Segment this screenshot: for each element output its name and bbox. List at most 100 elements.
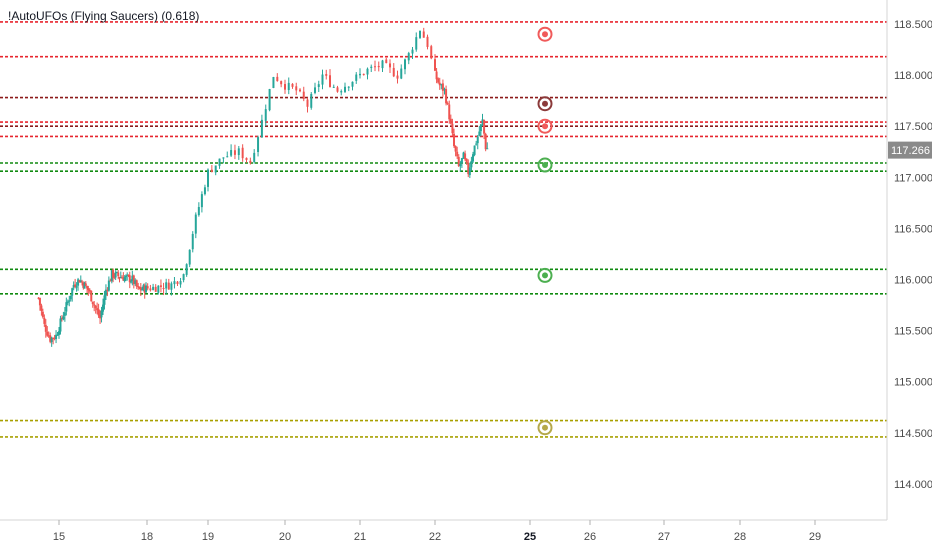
candle-body bbox=[419, 31, 421, 38]
candle-body bbox=[86, 285, 89, 289]
candle-body bbox=[114, 272, 117, 278]
candle-body bbox=[74, 284, 77, 287]
y-tick-label: 114.500 bbox=[894, 428, 932, 440]
y-tick-label: 118.500 bbox=[894, 19, 932, 31]
candle-body bbox=[207, 169, 209, 187]
candle-body bbox=[96, 308, 99, 311]
candle-body bbox=[149, 288, 152, 291]
current-price-tag-box bbox=[888, 141, 932, 159]
ufo-core-green-4 bbox=[542, 272, 548, 279]
candle-body bbox=[325, 74, 328, 76]
candle-body bbox=[41, 311, 44, 318]
candle-body bbox=[132, 275, 135, 285]
candle-body bbox=[75, 286, 78, 288]
candle-body bbox=[484, 133, 487, 150]
y-tick-label: 115.500 bbox=[894, 326, 932, 338]
candle-body bbox=[167, 282, 170, 290]
candle-body bbox=[435, 71, 438, 80]
candle-body bbox=[38, 297, 41, 306]
candle-body bbox=[115, 272, 118, 274]
candle-body bbox=[264, 109, 267, 121]
candle-body bbox=[37, 297, 40, 299]
candle-body bbox=[449, 118, 452, 124]
candle-body bbox=[123, 277, 126, 282]
candle-body bbox=[230, 150, 233, 156]
candle-body bbox=[329, 75, 331, 87]
candle-body bbox=[291, 83, 294, 87]
candle-body bbox=[456, 151, 459, 157]
candle-body bbox=[110, 270, 113, 281]
x-tick-label: 20 bbox=[279, 531, 291, 543]
candle-body bbox=[460, 158, 463, 163]
candle-body bbox=[60, 317, 63, 319]
candle-body bbox=[359, 73, 361, 76]
candle-body bbox=[71, 288, 74, 296]
candle-body bbox=[162, 287, 165, 289]
candle-body bbox=[117, 272, 120, 277]
candle-body bbox=[43, 317, 46, 324]
ufo-marker-green-3 bbox=[537, 157, 553, 173]
candle-body bbox=[464, 153, 467, 160]
candle-body bbox=[268, 89, 271, 111]
levels-layer bbox=[0, 21, 887, 438]
candle-body bbox=[451, 123, 454, 134]
candle-body bbox=[396, 75, 399, 79]
candle-body bbox=[145, 285, 148, 293]
candle-body bbox=[475, 143, 478, 145]
ufo-layer bbox=[537, 26, 553, 436]
candle-body bbox=[332, 86, 335, 88]
candle-body bbox=[69, 295, 72, 300]
candle-body bbox=[134, 280, 137, 284]
y-tick-label: 117.500 bbox=[894, 121, 932, 133]
candle-body bbox=[50, 337, 53, 343]
candle-body bbox=[462, 152, 465, 159]
candle-body bbox=[146, 286, 149, 289]
candle-body bbox=[422, 31, 425, 38]
candle-body bbox=[58, 331, 60, 335]
candle-body bbox=[118, 277, 121, 279]
candle-body bbox=[276, 76, 279, 82]
candle-body bbox=[445, 89, 448, 104]
candle-body bbox=[126, 274, 129, 276]
candle-body bbox=[426, 36, 429, 47]
x-tick-label: 27 bbox=[658, 531, 670, 543]
x-tick-label: 21 bbox=[354, 531, 366, 543]
ufo-marker-green-4 bbox=[537, 267, 553, 283]
candle-body bbox=[93, 304, 96, 306]
ufo-core-red-2 bbox=[542, 123, 548, 130]
candle-body bbox=[165, 282, 168, 289]
candle-body bbox=[362, 73, 365, 75]
candle-body bbox=[203, 187, 206, 195]
y-tick-label: 115.000 bbox=[894, 377, 932, 389]
candle-body bbox=[68, 300, 71, 302]
candle-body bbox=[214, 165, 217, 173]
candle-body bbox=[88, 289, 91, 292]
candle-body bbox=[233, 150, 236, 155]
candle-body bbox=[381, 60, 384, 69]
candle-body bbox=[253, 152, 256, 163]
candle-body bbox=[321, 74, 324, 85]
candle-body bbox=[46, 331, 49, 336]
candle-body bbox=[122, 277, 125, 281]
candle-body bbox=[152, 286, 155, 290]
candle-body bbox=[79, 280, 82, 282]
candle-body bbox=[194, 214, 197, 234]
x-tick-label: 29 bbox=[809, 531, 821, 543]
ufo-core-olive-5 bbox=[542, 424, 548, 431]
candle-body bbox=[77, 279, 80, 286]
candle-body bbox=[91, 301, 94, 305]
ufo-core-dark-red-1 bbox=[542, 100, 548, 107]
candle-body bbox=[176, 281, 179, 284]
candle-body bbox=[260, 119, 263, 138]
candle-body bbox=[446, 103, 449, 105]
candle-body bbox=[121, 277, 124, 279]
candle-body bbox=[170, 283, 173, 290]
indicator-title: !AutoUFOs (Flying Saucers) (0.618) bbox=[8, 9, 200, 23]
x-tick-label: 19 bbox=[202, 531, 214, 543]
ufo-core-red-0 bbox=[542, 31, 548, 38]
candle-body bbox=[351, 81, 354, 87]
candle-body bbox=[53, 337, 56, 339]
candle-body bbox=[128, 275, 131, 283]
